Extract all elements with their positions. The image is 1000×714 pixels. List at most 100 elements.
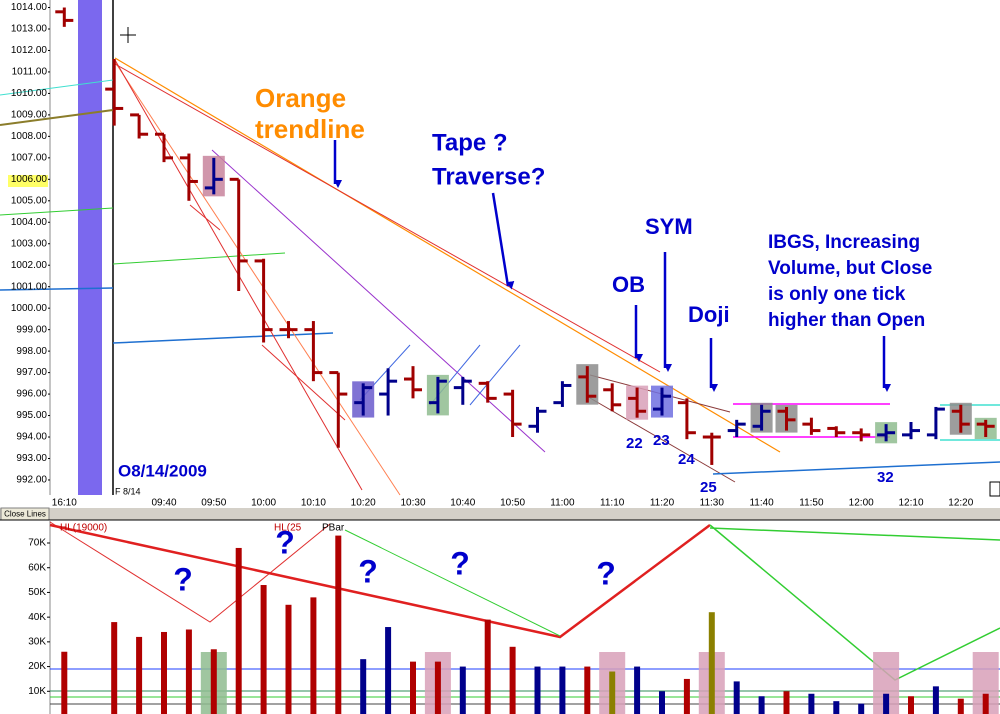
volume-bar <box>111 622 118 714</box>
annotation: O8/14/2009 <box>118 461 207 480</box>
x-tick-label: 11:30 <box>700 498 725 509</box>
x-tick-label: 11:40 <box>749 498 774 509</box>
annotation: Tape ? <box>432 129 508 156</box>
volume-bar <box>584 666 591 714</box>
trendline <box>114 63 661 373</box>
annotation: Orange <box>255 83 346 113</box>
volume-bar <box>210 649 217 714</box>
volume-bar <box>634 666 641 714</box>
volume-bar <box>534 666 541 714</box>
annotation: ? <box>596 555 616 591</box>
x-tick-label: 10:20 <box>351 498 376 509</box>
scroll-box[interactable] <box>989 481 1000 497</box>
x-tick-label: 09:50 <box>201 498 226 509</box>
level-line <box>112 332 334 344</box>
y-tick-label: 1005.00 <box>11 195 48 206</box>
swing-line <box>709 527 1000 541</box>
y-tick-label: 1006.00 <box>11 174 48 185</box>
volume-bar <box>509 646 516 714</box>
y-tick-label: 1008.00 <box>11 131 48 142</box>
y-tick-label: 992.00 <box>16 475 47 486</box>
annotation: ? <box>275 524 295 560</box>
volume-bar <box>982 693 989 714</box>
volume-bar <box>136 636 143 714</box>
volume-bar <box>733 681 740 714</box>
y-tick-label: 993.00 <box>16 453 47 464</box>
y-tick-label: 1002.00 <box>11 260 48 271</box>
volume-bar <box>335 535 342 714</box>
panel-label: HL(19000) <box>60 523 107 534</box>
x-tick-label: 10:50 <box>500 498 525 509</box>
volume-bar <box>285 604 292 714</box>
volume-bar <box>833 701 840 714</box>
x-tick-label: 11:00 <box>550 498 575 509</box>
volume-bar <box>783 691 790 714</box>
annotation: OB <box>612 272 645 297</box>
x-tick-label: 09:40 <box>151 498 176 509</box>
annotation: IBGS, Increasing <box>768 232 920 253</box>
volume-bar <box>858 703 865 714</box>
volume-bar <box>310 597 317 714</box>
trendline <box>189 204 221 231</box>
annotation: 22 <box>626 435 643 452</box>
volume-bar <box>659 691 665 714</box>
plot-layer: 1014.00 1013.00 1012.00 1011.00 1010.00 1009.… <box>11 2 999 714</box>
button-label[interactable]: Close Lines <box>4 510 46 519</box>
trendline <box>211 149 546 453</box>
y-tick-label: 1009.00 <box>11 110 48 121</box>
pane-divider <box>0 508 1000 520</box>
y-tick-label: 50K <box>28 587 46 598</box>
volume-bar <box>883 693 890 714</box>
channel-line <box>469 344 521 406</box>
volume-bar <box>609 671 616 714</box>
x-tick-label: 10:00 <box>251 498 276 509</box>
level-line <box>0 79 114 96</box>
x-tick-label: 12:20 <box>948 498 973 509</box>
annotation: F 8/14 <box>115 486 141 496</box>
x-tick-label: 16:10 <box>52 498 77 509</box>
annotation: Traverse? <box>432 163 545 190</box>
panel-label: PBar <box>322 523 345 534</box>
annotation: 25 <box>700 479 717 496</box>
volume-bar <box>260 585 267 714</box>
y-tick-label: 30K <box>28 637 46 648</box>
y-tick-label: 70K <box>28 538 46 549</box>
volume-bar <box>410 661 416 714</box>
level-line <box>0 287 114 291</box>
y-tick-label: 40K <box>28 612 46 623</box>
y-tick-label: 996.00 <box>16 389 47 400</box>
crosshair <box>120 27 136 43</box>
annotation: ? <box>173 561 193 597</box>
volume-bar <box>683 678 690 714</box>
annotation: ? <box>358 553 378 589</box>
volume-bar <box>908 696 914 714</box>
range-line <box>712 461 1000 475</box>
y-tick-label: 1007.00 <box>11 152 48 163</box>
y-tick-label: 1001.00 <box>11 281 48 292</box>
volume-bar <box>459 666 466 714</box>
volume-bar <box>161 631 167 714</box>
y-tick-label: 995.00 <box>16 410 47 421</box>
panel-label: HL(25 <box>274 523 302 534</box>
volume-bar <box>559 666 566 714</box>
y-tick-label: 60K <box>28 562 46 573</box>
y-tick-label: 1003.00 <box>11 238 48 249</box>
x-tick-label: 10:40 <box>450 498 475 509</box>
level-line <box>0 207 114 216</box>
volume-bar <box>957 698 964 714</box>
volume-bar <box>932 686 939 714</box>
annotation: trendline <box>255 114 365 144</box>
annotation: SYM <box>645 214 693 239</box>
level-line <box>112 252 286 265</box>
y-tick-label: 994.00 <box>16 432 47 443</box>
volume-bar <box>758 696 765 714</box>
annotation: ? <box>450 545 470 581</box>
swing-line <box>49 523 711 639</box>
y-tick-label: 1014.00 <box>11 2 48 13</box>
arrow <box>491 192 515 290</box>
volume-bar <box>360 659 367 714</box>
swing-line <box>344 529 561 637</box>
volume-bar <box>185 629 192 714</box>
annotation: Volume, but Close <box>768 258 932 279</box>
